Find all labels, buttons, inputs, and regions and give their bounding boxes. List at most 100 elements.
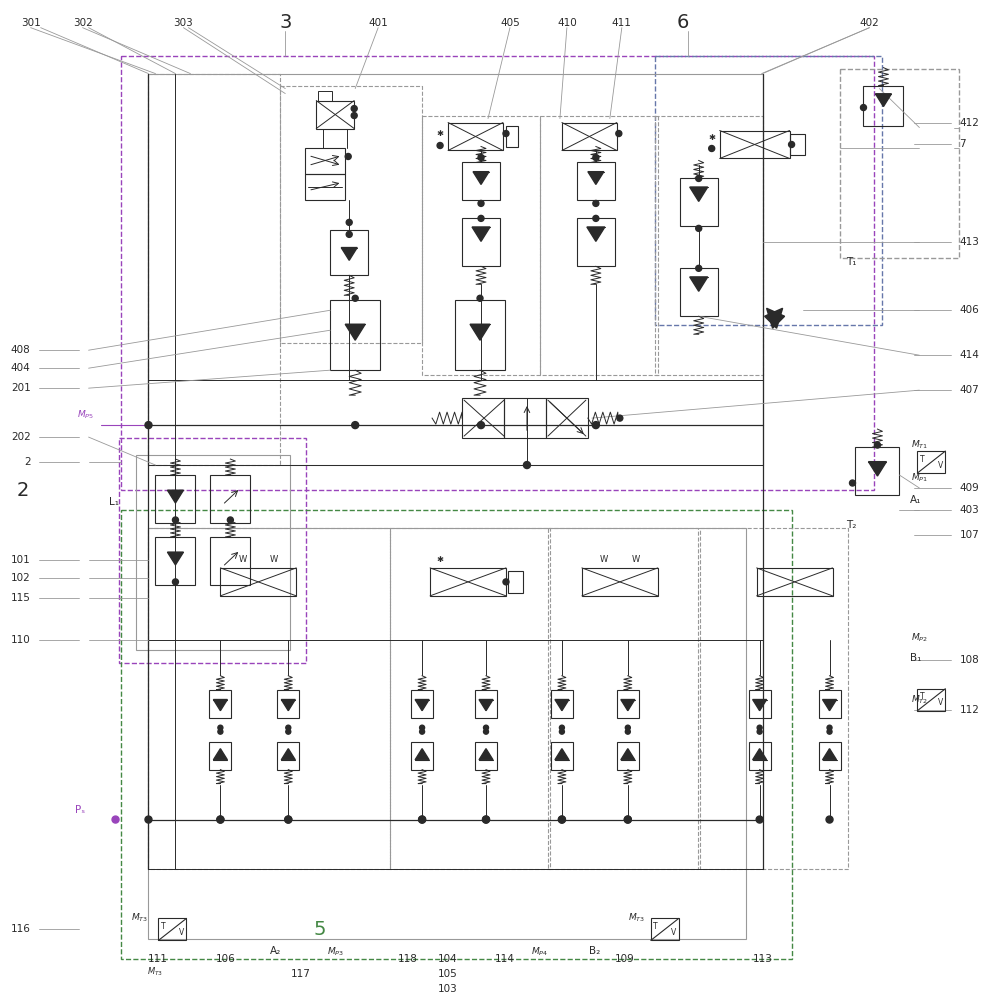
Text: 302: 302 xyxy=(73,18,92,28)
Bar xyxy=(306,174,345,200)
Circle shape xyxy=(850,480,855,486)
Circle shape xyxy=(625,725,630,730)
Polygon shape xyxy=(875,94,891,107)
Text: 402: 402 xyxy=(859,18,879,28)
Bar xyxy=(121,56,874,490)
Text: $M_{P1}$: $M_{P1}$ xyxy=(912,472,929,484)
Polygon shape xyxy=(621,749,635,760)
Bar xyxy=(551,742,573,770)
Circle shape xyxy=(616,131,622,137)
Text: 411: 411 xyxy=(612,18,632,28)
Text: Pₛ: Pₛ xyxy=(75,805,86,815)
Text: T: T xyxy=(920,692,925,701)
Polygon shape xyxy=(753,700,766,711)
Text: 112: 112 xyxy=(959,705,979,715)
Circle shape xyxy=(352,422,359,429)
Polygon shape xyxy=(689,187,708,201)
Text: 6: 6 xyxy=(676,13,689,32)
Bar xyxy=(720,131,789,158)
Text: 303: 303 xyxy=(173,18,193,28)
Circle shape xyxy=(695,265,702,271)
Bar xyxy=(422,116,540,375)
Circle shape xyxy=(625,729,630,734)
Text: V: V xyxy=(179,928,184,937)
Bar xyxy=(155,475,196,523)
Polygon shape xyxy=(281,749,296,760)
Text: 201: 201 xyxy=(11,383,31,393)
Circle shape xyxy=(695,175,702,181)
Bar xyxy=(306,148,345,174)
Bar xyxy=(855,447,899,495)
Text: 414: 414 xyxy=(959,350,979,360)
Polygon shape xyxy=(555,749,569,760)
Bar xyxy=(651,918,678,940)
Bar xyxy=(462,398,504,438)
Circle shape xyxy=(285,816,292,823)
Bar xyxy=(655,116,763,375)
Text: 113: 113 xyxy=(753,954,772,964)
Text: 111: 111 xyxy=(147,954,167,964)
Text: ✱: ✱ xyxy=(436,129,444,138)
Text: $M_{T1}$: $M_{T1}$ xyxy=(912,439,929,451)
Bar xyxy=(577,218,615,266)
Bar xyxy=(551,690,573,718)
Bar xyxy=(148,528,390,869)
Circle shape xyxy=(478,215,484,221)
Polygon shape xyxy=(479,700,493,711)
Bar xyxy=(562,123,617,150)
Bar xyxy=(749,690,770,718)
Circle shape xyxy=(860,105,866,111)
Polygon shape xyxy=(823,749,837,760)
Circle shape xyxy=(478,154,484,160)
Polygon shape xyxy=(167,490,183,503)
Polygon shape xyxy=(167,552,183,565)
Bar xyxy=(411,742,433,770)
Text: 7: 7 xyxy=(959,139,966,149)
Text: $M_{P5}$: $M_{P5}$ xyxy=(77,409,94,421)
Circle shape xyxy=(351,113,357,119)
Text: 3: 3 xyxy=(279,13,292,32)
Polygon shape xyxy=(281,700,296,711)
Bar xyxy=(330,300,380,370)
Text: T: T xyxy=(161,922,166,931)
Bar xyxy=(863,86,903,126)
Text: 101: 101 xyxy=(11,555,31,565)
Circle shape xyxy=(484,729,489,734)
Text: T₂: T₂ xyxy=(847,520,856,530)
Circle shape xyxy=(478,422,485,429)
Circle shape xyxy=(218,725,223,730)
Circle shape xyxy=(286,725,291,730)
Bar xyxy=(211,475,250,523)
Bar xyxy=(548,528,697,869)
Circle shape xyxy=(523,462,530,469)
Text: 103: 103 xyxy=(438,984,458,994)
Text: $M_{P2}$: $M_{P2}$ xyxy=(912,632,929,644)
Circle shape xyxy=(560,729,565,734)
Circle shape xyxy=(559,816,566,823)
Text: 118: 118 xyxy=(399,954,418,964)
Text: 115: 115 xyxy=(11,593,31,603)
Circle shape xyxy=(172,517,178,523)
Text: 107: 107 xyxy=(959,530,979,540)
Text: 412: 412 xyxy=(959,118,979,128)
Circle shape xyxy=(477,295,483,301)
Polygon shape xyxy=(415,700,429,711)
Polygon shape xyxy=(823,700,837,711)
Text: 202: 202 xyxy=(11,432,31,442)
Bar xyxy=(840,69,959,258)
Bar xyxy=(789,134,805,155)
Bar xyxy=(411,690,433,718)
Circle shape xyxy=(503,131,509,137)
Circle shape xyxy=(478,200,484,206)
Bar xyxy=(918,689,945,711)
Text: W: W xyxy=(599,555,608,564)
Bar xyxy=(135,455,291,650)
Circle shape xyxy=(695,225,702,231)
Text: $M_{T3}$: $M_{T3}$ xyxy=(132,911,148,924)
Bar xyxy=(390,528,550,869)
Bar xyxy=(430,568,506,596)
Bar xyxy=(582,568,658,596)
Polygon shape xyxy=(470,324,490,340)
Bar xyxy=(448,123,503,150)
Text: 116: 116 xyxy=(11,924,31,934)
